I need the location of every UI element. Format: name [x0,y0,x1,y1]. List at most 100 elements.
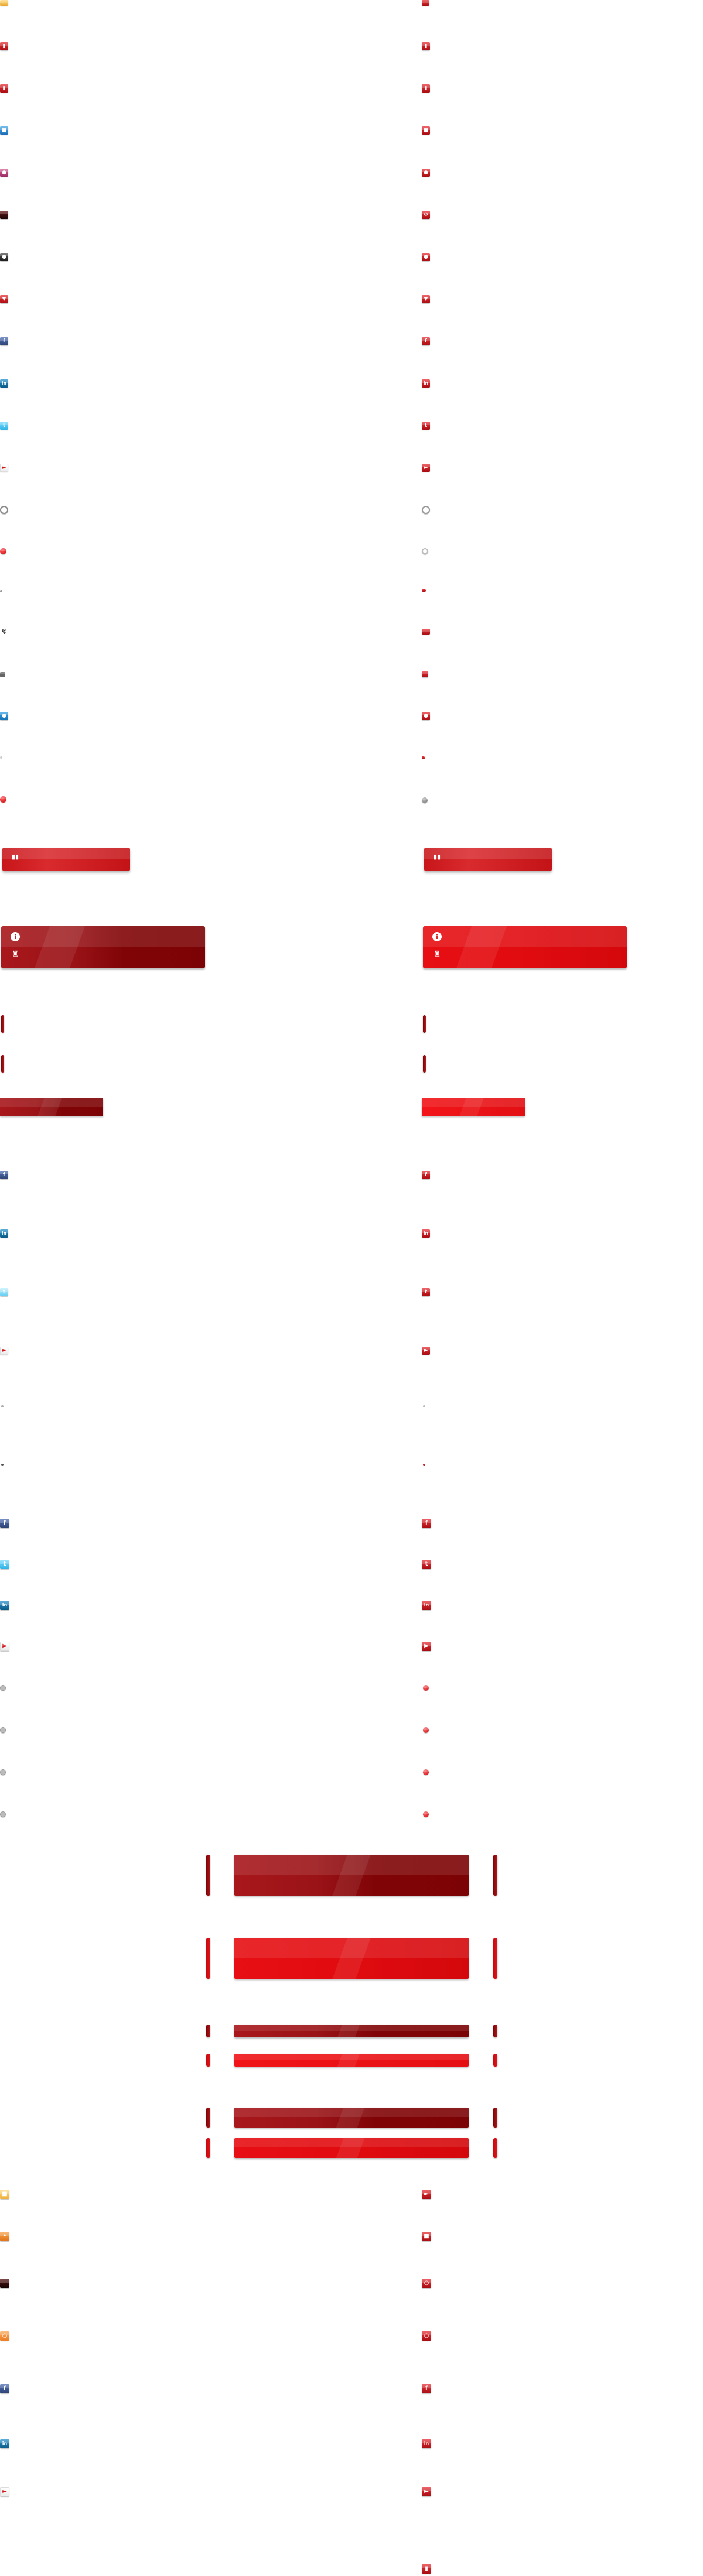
email-icon: ▼ [0,295,8,303]
shopping-bag-icon[interactable]: ♜ [433,950,441,959]
facebook-icon: f [422,2384,431,2393]
medium-bar-bright [234,2138,469,2158]
linkedin-icon: in [0,379,8,388]
circle-outline-icon [422,506,430,514]
comments-icon: ▮▮ [434,853,441,861]
bar-cap-right [493,1855,497,1896]
grey-dot-icon [422,797,428,803]
small-dot-icon [423,1405,425,1407]
linkedin-icon: in [0,1229,8,1238]
panel-edge-left [423,1015,426,1033]
link-icon: ↯ [1,628,8,636]
megaphone-icon: ► [0,464,8,472]
red-dot-icon [423,1727,429,1733]
linkedin-icon: in [422,1229,430,1238]
bar-cap-left [206,2138,210,2158]
folder-icon: ► [422,2190,431,2199]
user-icon: ● [422,169,430,177]
megaphone-icon: ► [0,2487,9,2496]
megaphone-icon: ► [0,1347,8,1355]
linkedin-icon: in [0,2439,9,2448]
small-square-icon [422,671,428,677]
thin-bar-bright [234,2054,469,2067]
dark-app-icon [0,211,8,219]
megaphone-icon: ► [422,464,430,472]
red-dot-icon [423,1685,429,1691]
facebook-icon: f [422,1171,430,1179]
circle-outline-icon [422,548,428,554]
facebook-icon: f [422,337,430,345]
info-panel-bright: i ♜ [423,926,627,968]
twitter-icon: t [0,422,8,430]
bookmark-icon: ▮ [422,84,430,93]
panel-edge-right [1,1055,4,1073]
linkedin-icon: in [0,1601,9,1610]
bar-cap-right [493,2138,497,2158]
circle-outline-icon [0,506,8,514]
info-icon[interactable]: i [11,932,20,941]
info-icon[interactable]: i [432,932,442,941]
panel-edge-left [1,1015,4,1033]
bar-strip-bright [422,1098,525,1116]
facebook-icon: f [0,337,8,345]
medium-bar-dark [234,2108,469,2128]
email-icon: ▼ [422,295,430,303]
facebook-icon: f [0,1171,8,1179]
facebook-icon: f [0,1519,9,1528]
small-dot-icon [0,590,2,592]
comments-pill-button[interactable]: ▮▮ [2,848,130,871]
gear-icon: ⚙ [422,211,430,219]
youtube-icon: ▶ [0,1642,9,1651]
rss-icon: ■ [422,2232,431,2241]
shopping-bag-icon[interactable]: ♜ [11,950,19,959]
facebook-icon: f [0,2384,9,2393]
folder-icon [422,0,429,6]
small-dot-icon [1,1405,4,1407]
small-arrow-icon [1,1464,4,1466]
user-icon: ● [0,169,8,177]
comments-icon: ▮▮ [12,853,19,861]
facebook-icon: f [422,1519,431,1528]
red-dot-icon [423,1769,429,1775]
twitter-icon: t [0,1560,9,1569]
bar-cap-left [206,2054,210,2067]
bookmark-icon: ▮ [422,42,430,50]
red-dot-icon [423,1811,429,1817]
red-dot-icon [0,548,6,554]
youtube-icon: ▶ [422,1642,431,1651]
bar-cap-right [493,2108,497,2128]
megaphone-icon: ► [422,1347,430,1355]
twitter-icon: t [422,1560,431,1569]
small-arrow-icon [423,1464,425,1466]
wide-bar-bright [234,1938,469,1979]
chat-bubble-icon: ● [422,712,430,720]
info-panel-dark: i ♜ [1,926,205,968]
red-dot-icon [0,796,6,803]
grey-dot-icon [0,1727,6,1733]
tiny-dot-icon [422,756,425,759]
app-icon: ○ [422,2279,431,2288]
chat-icon: ■ [422,126,430,135]
bar-strip-dark [0,1098,103,1116]
rss-icon: ○ [0,2331,9,2341]
contact-icon: ● [422,253,430,261]
bookmark-icon: ▮ [0,42,8,50]
panel-edge-right [423,1055,426,1073]
twitter-icon: t [0,1288,8,1296]
grey-dot-icon [0,1685,6,1691]
linkedin-icon: in [422,2439,431,2448]
grey-dot-icon [0,1769,6,1775]
bar-cap-left [206,2108,210,2128]
wide-bar-dark [234,1855,469,1896]
chat-icon: ■ [0,126,8,135]
twitter-icon: t [422,422,430,430]
bookmark-icon: ▮ [0,84,8,93]
small-dot-icon [422,589,426,592]
comments-pill-button[interactable]: ▮▮ [424,848,552,871]
bar-cap-right [493,2025,497,2037]
bookmark-icon: ▮ [422,2564,431,2574]
chat-bubble-icon: ● [0,712,8,720]
megaphone-icon: ► [422,2487,431,2496]
thin-bar-dark [234,2025,469,2037]
bar-cap-left [206,1938,210,1979]
